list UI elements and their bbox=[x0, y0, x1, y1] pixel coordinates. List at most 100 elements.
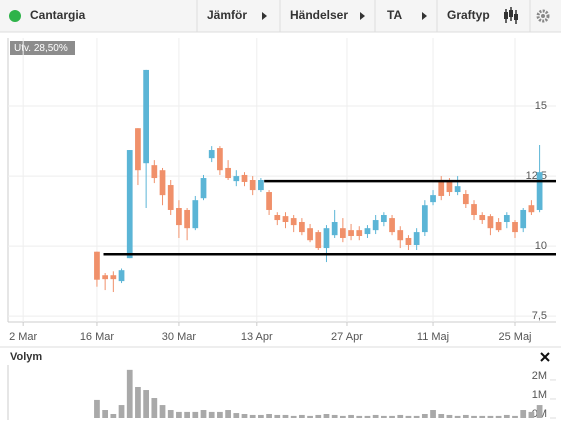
volume-bar bbox=[454, 415, 461, 418]
volume-bar bbox=[135, 386, 141, 418]
candle-body bbox=[217, 148, 223, 171]
volume-bar bbox=[331, 414, 338, 418]
volume-bar bbox=[405, 415, 412, 418]
candle-body bbox=[397, 230, 404, 241]
menu-compare[interactable]: Jämför bbox=[207, 8, 267, 22]
candle-body bbox=[282, 216, 289, 223]
volume-bar bbox=[380, 415, 387, 418]
candle-body bbox=[487, 216, 494, 229]
volume-bar bbox=[421, 414, 428, 418]
volume-bar bbox=[446, 414, 453, 418]
stock-name: Cantargia bbox=[30, 8, 86, 22]
volume-bar bbox=[167, 410, 174, 418]
status-dot bbox=[9, 10, 21, 22]
candle-body bbox=[266, 192, 272, 210]
y-tick-label: 10 bbox=[535, 240, 547, 252]
candle-body bbox=[446, 181, 453, 193]
candle-body bbox=[331, 222, 338, 236]
volume-bar bbox=[192, 411, 199, 418]
candle-body bbox=[380, 215, 387, 223]
volume-bar bbox=[348, 414, 354, 418]
volume-bar bbox=[339, 415, 346, 418]
volume-title: Volym bbox=[10, 351, 42, 363]
volume-bar bbox=[200, 410, 207, 418]
volume-bar bbox=[159, 405, 166, 418]
volume-bar bbox=[315, 414, 322, 418]
volume-bar bbox=[487, 415, 494, 418]
y-tick-label: 15 bbox=[535, 100, 547, 112]
y-tick-label: 7,5 bbox=[532, 310, 547, 322]
volume-bar bbox=[528, 411, 535, 418]
x-tick-label: 27 Apr bbox=[331, 331, 363, 343]
candle-body bbox=[192, 200, 199, 229]
volume-bar bbox=[184, 411, 190, 418]
candle-body bbox=[348, 230, 354, 237]
candle-body bbox=[225, 167, 231, 179]
volume-bar bbox=[503, 414, 510, 418]
change-label: Utv. 28,50% bbox=[14, 43, 68, 54]
menu-ta[interactable]: TA bbox=[387, 8, 427, 22]
volume-bar bbox=[479, 415, 486, 418]
volume-bar bbox=[110, 414, 117, 418]
volume-bar bbox=[389, 415, 395, 418]
candle-body bbox=[536, 172, 543, 210]
candle-body bbox=[126, 150, 133, 259]
candle-body bbox=[454, 186, 461, 193]
candle-body bbox=[462, 194, 469, 205]
candle-body bbox=[143, 69, 149, 164]
candle-body bbox=[512, 222, 518, 233]
volume-bar bbox=[323, 414, 330, 418]
volume-bar bbox=[471, 415, 477, 418]
y-tick-label: 2M bbox=[532, 370, 547, 382]
candle-body bbox=[438, 181, 445, 196]
candle-body bbox=[364, 228, 371, 235]
volume-bar bbox=[364, 415, 371, 418]
volume-bar bbox=[495, 415, 502, 418]
menu-label[interactable]: TA bbox=[387, 8, 402, 22]
volume-bar bbox=[413, 415, 420, 418]
volume-bar bbox=[397, 414, 404, 418]
volume-bar bbox=[274, 414, 281, 418]
candle-body bbox=[421, 205, 428, 233]
y-tick-label: 1M bbox=[532, 389, 547, 401]
volume-bar bbox=[151, 398, 158, 418]
volume-bar bbox=[94, 399, 100, 418]
candle-body bbox=[159, 170, 166, 196]
volume-bar bbox=[438, 414, 445, 418]
menu-label[interactable]: Händelser bbox=[290, 8, 348, 22]
candle-body bbox=[413, 232, 420, 245]
menu-charttype[interactable]: Graftyp bbox=[447, 7, 518, 24]
volume-bar bbox=[372, 414, 379, 418]
candle-body bbox=[520, 209, 527, 229]
volume-bar bbox=[208, 411, 215, 418]
menu-label[interactable]: Graftyp bbox=[447, 8, 490, 22]
volume-bar bbox=[249, 414, 256, 418]
volume-bar bbox=[176, 411, 182, 418]
candle-body bbox=[176, 208, 182, 226]
candle-body bbox=[135, 128, 141, 171]
close-volume[interactable] bbox=[540, 352, 550, 362]
x-tick-label: 16 Mar bbox=[80, 331, 115, 343]
candle-body bbox=[94, 251, 100, 280]
settings-button[interactable] bbox=[536, 9, 550, 23]
volume-bar bbox=[282, 414, 289, 418]
menu-events[interactable]: Händelser bbox=[290, 8, 365, 22]
candle-body bbox=[299, 222, 305, 233]
menu-label[interactable]: Jämför bbox=[207, 8, 247, 22]
x-tick-label: 2 Mar bbox=[9, 331, 37, 343]
candle-body bbox=[167, 185, 174, 210]
candle-body bbox=[356, 230, 363, 237]
candle-body bbox=[200, 178, 207, 199]
volume-bar bbox=[536, 405, 543, 418]
volume-bar bbox=[512, 415, 518, 418]
volume-bar bbox=[290, 415, 297, 418]
volume-bar bbox=[241, 414, 248, 418]
candle-body bbox=[290, 218, 297, 226]
candle-body bbox=[249, 180, 256, 191]
candle-body bbox=[110, 275, 117, 280]
candle-body bbox=[372, 220, 379, 231]
volume-bar bbox=[225, 410, 231, 418]
volume-bar bbox=[102, 410, 109, 418]
candle-body bbox=[233, 176, 240, 182]
volume-bar bbox=[217, 411, 223, 418]
